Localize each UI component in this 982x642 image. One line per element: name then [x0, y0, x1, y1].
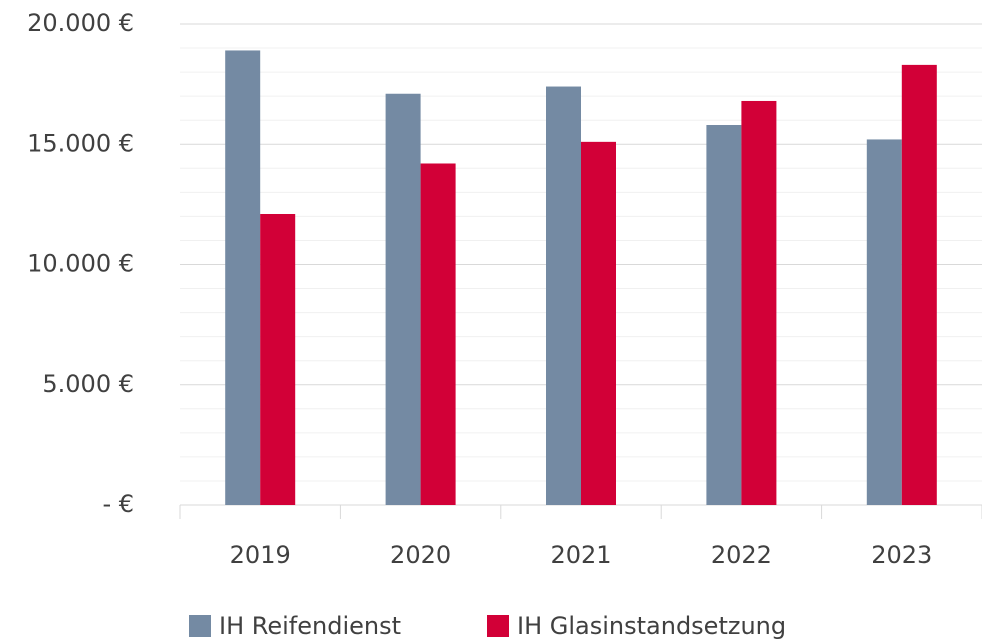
y-tick-label: 15.000 €: [27, 129, 134, 157]
bar: [741, 100, 777, 506]
x-tick-label: 2022: [711, 541, 772, 569]
bar: [260, 213, 296, 505]
bar: [225, 50, 261, 505]
y-tick-label: 5.000 €: [42, 370, 134, 398]
bar: [901, 64, 937, 505]
legend-swatch: [487, 615, 509, 637]
x-tick-label: 2023: [871, 541, 932, 569]
bar: [866, 139, 902, 505]
x-tick-label: 2020: [390, 541, 451, 569]
bar: [706, 125, 742, 505]
y-tick-label: 10.000 €: [27, 250, 134, 278]
legend-label: IH Glasinstandsetzung: [517, 612, 786, 640]
bar: [581, 141, 616, 505]
y-tick-label: - €: [102, 490, 134, 518]
legend-swatch: [189, 615, 211, 637]
bar: [420, 163, 456, 506]
bar: [385, 93, 421, 506]
x-tick-label: 2021: [550, 541, 611, 569]
x-tick-label: 2019: [230, 541, 291, 569]
legend-label: IH Reifendienst: [219, 612, 401, 640]
y-tick-label: 20.000 €: [27, 9, 134, 37]
bar: [546, 86, 581, 505]
